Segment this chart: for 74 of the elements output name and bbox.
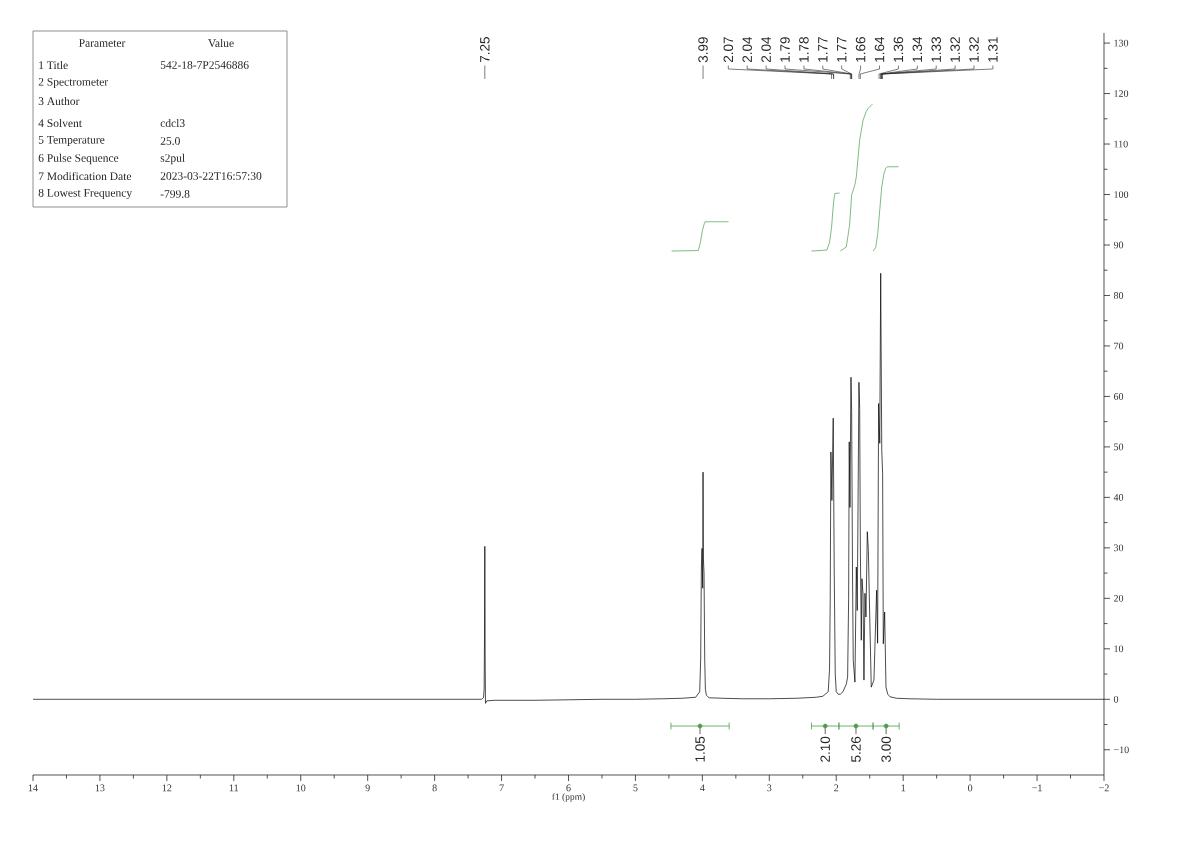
annotation: 2.07 [723, 37, 734, 63]
y-tick-label: 120 [1114, 90, 1129, 97]
annotation: 1.32 [969, 37, 979, 62]
y-tick-label: 10 [1114, 645, 1124, 653]
y-tick-label: 60 [1113, 393, 1124, 400]
annotation: s2pul [160, 153, 185, 165]
annotation: 3 Author [38, 96, 80, 106]
annotation: 1 Title [39, 60, 68, 70]
x-tick-label: 11 [229, 784, 239, 792]
x-tick-label: 4 [700, 784, 705, 792]
annotation: 1.33 [931, 37, 941, 62]
x-tick-label: 7 [499, 784, 504, 792]
annotation: 25.0 [160, 137, 180, 145]
y-tick-label: 0 [1113, 695, 1119, 703]
annotation: 6 Pulse Sequence [38, 153, 119, 165]
y-tick-label: −10 [1114, 746, 1129, 754]
x-tick-label: 8 [432, 784, 437, 792]
annotation: 7.25 [480, 37, 490, 63]
x-tick-label: 0 [968, 784, 973, 792]
y-tick-label: 30 [1114, 544, 1124, 552]
x-tick-label: 9 [365, 784, 370, 792]
annotation: Parameter [79, 39, 126, 47]
annotation: 2.04 [742, 36, 752, 63]
y-tick-label: 130 [1114, 39, 1129, 47]
y-tick-label: 20 [1113, 594, 1124, 602]
x-tick-label: 1 [901, 784, 906, 792]
annotation: 1.36 [893, 37, 904, 62]
line-series [811, 192, 840, 252]
annotation: cdcl3 [160, 118, 185, 128]
x-axis-title: f1 (ppm) [552, 793, 585, 802]
x-tick-label: 6 [566, 784, 571, 792]
line-series [671, 221, 729, 252]
annotation: 5 Temperature [38, 136, 105, 146]
annotation: 2.04 [761, 36, 771, 63]
y-tick-label: 40 [1113, 494, 1124, 501]
line-series [872, 166, 899, 252]
annotation: 1.77 [818, 37, 828, 62]
x-tick-label: −2 [1099, 784, 1109, 792]
x-tick-label: 13 [95, 784, 105, 792]
annotation: 1.77 [837, 37, 847, 62]
annotation: 1.78 [799, 37, 809, 62]
annotation: 2023-03-22T16:57:30 [160, 172, 262, 180]
y-tick-label: 90 [1113, 241, 1124, 249]
annotation: 2.10 [820, 736, 830, 762]
x-tick-label: 5 [633, 784, 638, 792]
annotation: 1.66 [855, 37, 866, 62]
annotation: 7 Modification Date [38, 171, 132, 181]
x-tick-label: 10 [296, 784, 306, 792]
y-tick-label: 110 [1114, 140, 1128, 148]
annotation: 1.05 [695, 736, 705, 762]
x-tick-label: 2 [834, 784, 839, 792]
line-series [839, 103, 873, 252]
x-tick-label: 14 [28, 784, 38, 792]
x-tick-label: −1 [1032, 784, 1042, 792]
annotation: 4 Solvent [38, 118, 82, 128]
x-tick-label: 3 [767, 784, 772, 792]
annotation: 3.99 [698, 37, 708, 63]
y-tick-label: 100 [1114, 191, 1129, 198]
y-tick-label: 70 [1114, 342, 1124, 350]
annotation: 3.00 [881, 736, 891, 762]
annotation: 1.34 [912, 36, 923, 62]
annotation: -799.8 [160, 190, 190, 198]
annotation: 5.26 [851, 736, 861, 762]
annotation: 542-18-7P2546886 [160, 61, 249, 69]
annotation: 1.32 [950, 37, 960, 62]
y-tick-label: 80 [1113, 292, 1124, 299]
annotation: 1.31 [988, 37, 998, 62]
annotation: 1.79 [780, 37, 790, 62]
x-tick-label: 12 [162, 784, 172, 792]
annotation: 2 Spectrometer [38, 77, 109, 89]
y-tick-label: 50 [1114, 443, 1124, 451]
annotation: 8 Lowest Frequency [38, 188, 133, 200]
annotation: 1.64 [874, 36, 885, 62]
annotation: Value [208, 38, 234, 48]
